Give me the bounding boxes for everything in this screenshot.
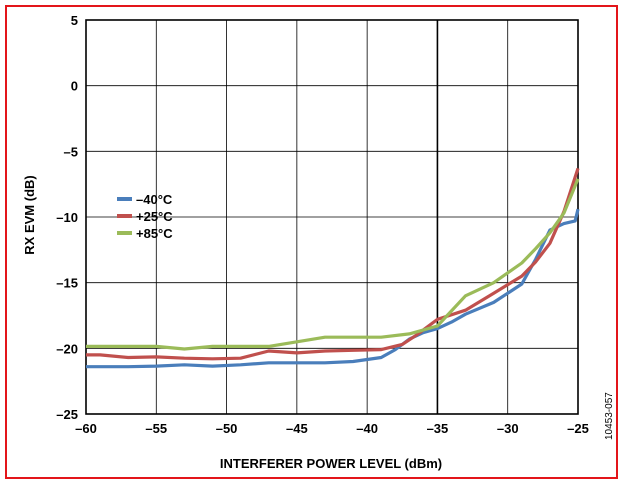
series-layer <box>86 167 580 369</box>
figure-id-label: 10453-057 <box>604 392 615 440</box>
x-tick-label: –25 <box>567 421 589 436</box>
x-tick-label: –40 <box>356 421 378 436</box>
y-tick-label: –25 <box>56 407 78 422</box>
y-tick-label: –10 <box>56 210 78 225</box>
y-tick-label: –20 <box>56 341 78 356</box>
y-tick-label: 0 <box>71 79 78 94</box>
legend-label: +25°C <box>136 209 173 224</box>
y-tick-label: 5 <box>71 13 78 28</box>
series-line-1 <box>86 167 580 361</box>
legend-label: +85°C <box>136 226 173 241</box>
x-tick-label: –55 <box>145 421 167 436</box>
x-tick-label: –50 <box>216 421 238 436</box>
x-tick-label: –45 <box>286 421 308 436</box>
y-axis-title: RX EVM (dB) <box>22 175 37 254</box>
legend: –40°C +25°C +85°C <box>117 192 173 241</box>
series-line-2 <box>86 178 580 351</box>
legend-label: –40°C <box>136 192 173 207</box>
x-axis-title: INTERFERER POWER LEVEL (dBm) <box>220 456 442 471</box>
figure-frame <box>5 5 618 479</box>
y-tick-label: –15 <box>56 276 78 291</box>
series-line-0 <box>86 208 580 369</box>
y-tick-label: –5 <box>64 144 78 159</box>
plot-border <box>85 19 579 415</box>
x-tick-label: –35 <box>427 421 449 436</box>
x-tick-label: –30 <box>497 421 519 436</box>
x-tick-label: –60 <box>75 421 97 436</box>
axis-layer: –60 –55 –50 –45 –40 –35 –30 –25 5 0 –5 –10 –15 –20 –25 <box>56 13 589 436</box>
